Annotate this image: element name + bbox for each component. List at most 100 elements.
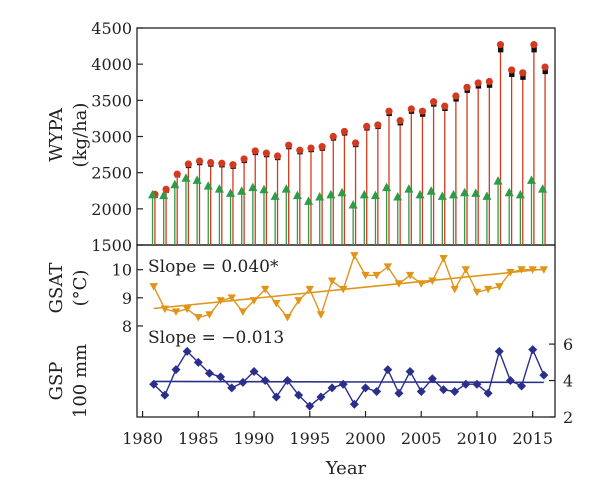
x-axis-label: Year (325, 458, 367, 479)
bottom-panel-frame (136, 244, 556, 418)
gsat-y-tick-label: 8 (122, 317, 132, 336)
wypa-red-marker (262, 149, 270, 157)
wypa-red-marker (418, 107, 427, 115)
gsp-y-tick-label: 4 (563, 372, 573, 391)
wypa-black-marker (520, 74, 526, 80)
gsp-marker (182, 346, 192, 356)
gsp-marker (227, 383, 237, 393)
gsat-marker (182, 305, 192, 314)
gsat-marker (428, 277, 437, 285)
wypa-green-marker (248, 182, 258, 192)
wypa-y-tick-label: 4500 (91, 19, 132, 38)
gsat-marker (361, 271, 370, 280)
gsat-axis-label: GSAT (46, 263, 67, 314)
x-tick-label: 1995 (289, 429, 330, 448)
wypa-green-marker (460, 187, 470, 197)
wypa-y-tick-label: 4000 (91, 55, 132, 74)
x-tick-label: 2005 (401, 429, 442, 448)
gsp-marker (528, 345, 538, 355)
wypa-red-marker (340, 127, 349, 136)
wypa-green-marker (148, 189, 158, 199)
gsp-marker (338, 379, 348, 389)
gsp-marker (483, 388, 493, 398)
gsp-slope-annotation: Slope = −0.013 (148, 328, 284, 348)
gsp-marker (294, 390, 304, 400)
wypa-red-marker (251, 147, 259, 155)
gsat-marker (227, 294, 236, 302)
gsat-marker (194, 314, 203, 322)
wypa-green-marker (448, 189, 458, 199)
wypa-y-tick-label: 2500 (91, 164, 132, 183)
wypa-red-marker (363, 122, 371, 130)
wypa-green-marker (527, 175, 537, 184)
gsp-trend-line (153, 380, 544, 384)
wypa-green-marker (404, 184, 414, 193)
gsp-marker (271, 392, 281, 402)
gsp-marker (472, 379, 482, 389)
wypa-red-marker (396, 116, 404, 125)
gsp-marker (517, 381, 527, 391)
gsat-marker (517, 266, 526, 274)
wypa-green-marker (415, 189, 425, 199)
gsat-marker (339, 285, 348, 294)
wypa-red-marker (385, 107, 393, 115)
gsat-marker (439, 254, 448, 263)
gsat-trend-line (153, 268, 544, 310)
gsp-marker (149, 379, 159, 389)
wypa-red-marker (218, 159, 226, 167)
wypa-red-marker (374, 121, 382, 129)
wypa-y-tick-label: 2000 (91, 200, 132, 219)
wypa-red-marker (463, 83, 471, 91)
wypa-green-marker (315, 192, 325, 201)
gsat-marker (472, 288, 482, 297)
wypa-green-marker (337, 187, 347, 197)
gsat-marker (528, 266, 537, 274)
gsat-marker (249, 297, 259, 305)
wypa-black-marker (542, 68, 548, 75)
wypa-green-marker (471, 188, 481, 197)
gsat-marker (260, 285, 270, 294)
gsat-marker (238, 308, 248, 316)
gsat-marker (216, 297, 225, 305)
wypa-green-marker (237, 186, 247, 195)
gsp-line (153, 347, 545, 408)
wypa-red-marker (530, 41, 538, 49)
wypa-green-marker (493, 176, 503, 185)
wypa-red-marker (296, 146, 304, 154)
gsp-marker (394, 388, 404, 398)
gsp-marker (349, 399, 359, 409)
wypa-axis-label: WYPA (46, 107, 67, 162)
wypa-red-marker (541, 63, 549, 71)
gsp-marker (238, 377, 248, 387)
wypa-green-marker (359, 189, 369, 199)
gsat-marker (149, 283, 158, 291)
gsp-marker (505, 376, 515, 386)
gsat-marker (316, 311, 326, 319)
gsp-y-tick-label: 6 (563, 335, 573, 354)
gsp-marker (439, 385, 449, 395)
gsp-marker (204, 368, 214, 378)
wypa-green-marker (281, 184, 291, 193)
wypa-green-marker (370, 190, 380, 200)
wypa-y-tick-label: 3000 (91, 128, 132, 147)
wypa-green-marker (304, 196, 314, 205)
gsat-marker (272, 299, 281, 308)
gsp-axis-unit: 100 mm (70, 344, 91, 418)
wypa-red-marker (173, 170, 181, 178)
wypa-green-marker (504, 187, 514, 197)
x-tick-label: 1980 (122, 429, 163, 448)
gsp-marker (249, 366, 259, 376)
wypa-green-marker (426, 186, 436, 195)
gsp-marker (494, 346, 504, 356)
gsp-marker (216, 372, 226, 382)
gsat-marker (394, 280, 404, 288)
x-tick-label: 1990 (234, 429, 275, 448)
wypa-bars (148, 41, 549, 245)
gsp-marker (282, 376, 292, 386)
gsp-marker (327, 383, 337, 393)
gsat-marker (305, 285, 314, 294)
wypa-black-marker (509, 71, 515, 77)
wypa-black-marker (497, 47, 504, 53)
wypa-green-marker (437, 191, 447, 200)
